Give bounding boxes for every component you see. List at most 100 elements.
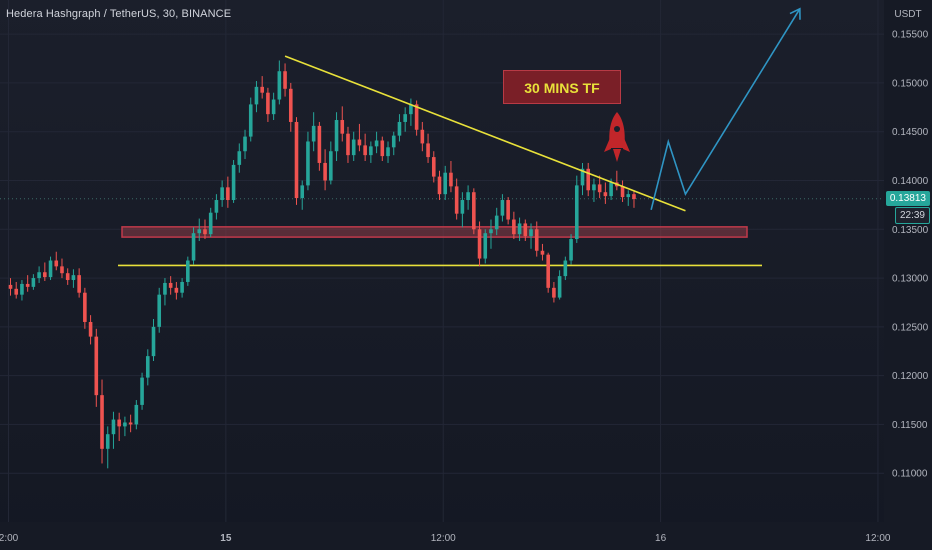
candle-down [54, 251, 59, 271]
candle-body [346, 133, 350, 156]
candle-body [237, 151, 242, 165]
candle-up [563, 256, 568, 281]
candle-down [431, 151, 436, 183]
chart-title: Hedera Hashgraph / TetherUS, 30, BINANCE [6, 8, 232, 20]
candle-body [386, 147, 390, 157]
candle-up [466, 185, 470, 210]
price-tick-label: 0.15500 [892, 30, 929, 41]
candle-down [437, 170, 442, 201]
support-zone [121, 226, 748, 238]
candle-body [306, 141, 310, 186]
price-tick-label: 0.14000 [892, 176, 929, 187]
candles [8, 60, 636, 469]
candle-down [506, 197, 510, 225]
candle-body [557, 276, 562, 298]
candle-body [48, 260, 53, 278]
candle-down [83, 287, 87, 329]
candle-body [214, 200, 219, 213]
rocket-flame [613, 149, 621, 162]
time-tick-label: 2:00 [0, 533, 19, 544]
rocket-icon [604, 112, 630, 162]
candle-up [403, 107, 407, 132]
candle-up [517, 217, 522, 241]
time-tick-label: 12:00 [865, 533, 890, 544]
price-tick-label: 0.11000 [892, 469, 928, 480]
candle-down [449, 160, 453, 193]
candle-down [620, 180, 625, 202]
candle-up [157, 287, 162, 333]
candle-down [174, 281, 179, 300]
candle-up [243, 129, 247, 160]
candle-body [437, 176, 442, 195]
candle-down [540, 243, 545, 261]
candle-up [329, 141, 333, 185]
candle-body [71, 275, 76, 281]
candle-body [506, 200, 510, 220]
price-axis[interactable]: USDT 0.15500 0.15000 0.14500 0.14000 0.13500 0… [884, 0, 932, 550]
candle-up [111, 411, 116, 449]
candle-body [609, 182, 613, 197]
candle-body [191, 233, 196, 261]
candle-body [94, 336, 99, 396]
price-tick-label: 0.13500 [892, 225, 929, 236]
candle-body [25, 283, 30, 287]
candle-up [489, 219, 493, 249]
candle-body [574, 185, 579, 240]
candle-body [460, 200, 465, 214]
candle-body [323, 162, 327, 181]
candle-body [208, 212, 213, 235]
candle-down [546, 252, 550, 293]
candle-up [494, 207, 499, 236]
grid-lines [0, 0, 884, 522]
candle-down [523, 219, 528, 241]
candle-down [288, 82, 293, 132]
candle-body [128, 422, 133, 425]
price-tick-label: 0.14500 [892, 127, 929, 138]
candle-down [426, 133, 430, 163]
candle-up [237, 143, 242, 173]
support-levels [118, 226, 762, 267]
rocket-fin-right [623, 138, 630, 152]
price-unit-label: USDT [894, 9, 921, 20]
candle-body [391, 135, 396, 148]
candle-down [94, 328, 99, 407]
candle-down [14, 281, 19, 299]
candle-body [340, 120, 345, 134]
candle-body [546, 254, 550, 288]
candle-up [483, 229, 488, 264]
candle-down [512, 211, 516, 240]
candle-body [140, 377, 144, 405]
candle-up [163, 278, 167, 306]
candle-up [351, 131, 356, 161]
candle-body [523, 223, 528, 237]
candle-down [586, 162, 591, 197]
candle-down [168, 276, 173, 295]
candle-body [409, 104, 413, 115]
price-tick-label: 0.12000 [892, 371, 929, 382]
candle-up [197, 218, 202, 241]
price-axis-bg [884, 0, 932, 550]
candle-up [580, 162, 585, 196]
candle-body [357, 139, 362, 146]
candle-up [214, 194, 219, 220]
candle-body [580, 168, 585, 186]
projection-arrowhead [789, 7, 801, 20]
candle-body [157, 294, 162, 327]
candle-body [431, 157, 436, 177]
candle-down [454, 178, 459, 220]
candle-up [391, 131, 396, 156]
candle-down [88, 315, 93, 345]
candle-body [472, 192, 476, 230]
candle-down [77, 268, 81, 298]
candle-body [477, 229, 482, 259]
candle-body [20, 283, 24, 295]
candle-body [380, 140, 385, 157]
candle-up [626, 190, 631, 206]
candle-body [105, 434, 110, 449]
candle-up [140, 372, 144, 410]
candle-body [88, 321, 93, 337]
candle-down [8, 278, 13, 296]
